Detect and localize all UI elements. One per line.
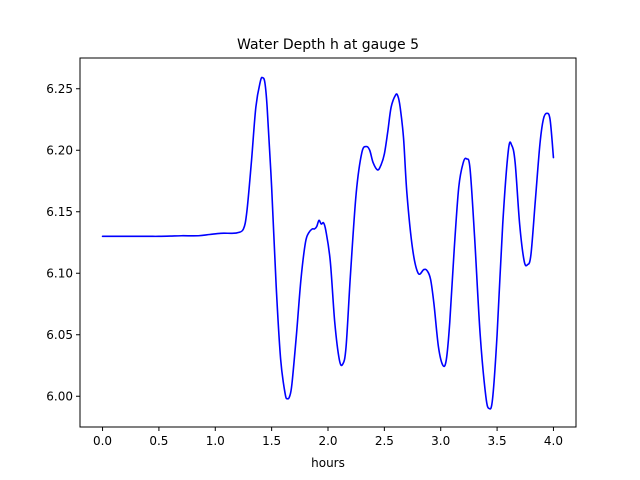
x-axis-label: hours <box>311 456 345 470</box>
y-tick-label: 6.20 <box>46 143 73 157</box>
y-tick-label: 6.00 <box>46 389 73 403</box>
chart-title: Water Depth h at gauge 5 <box>237 37 419 53</box>
y-tick-label: 6.15 <box>46 205 73 219</box>
axes-frame <box>79 57 577 428</box>
x-tick-label: 1.0 <box>206 434 225 448</box>
x-tick-label: 3.5 <box>488 434 507 448</box>
y-tick-label: 6.10 <box>46 266 73 280</box>
x-tick-label: 3.0 <box>431 434 450 448</box>
x-tick-label: 2.0 <box>318 434 337 448</box>
y-axis: 6.00 6.05 6.10 6.15 6.20 6.25 <box>46 82 80 403</box>
plot-area <box>101 76 555 410</box>
x-tick-label: 4.0 <box>544 434 563 448</box>
x-tick-label: 1.5 <box>262 434 281 448</box>
x-tick-label: 0.0 <box>93 434 112 448</box>
y-tick-label: 6.05 <box>46 328 73 342</box>
y-tick-label: 6.25 <box>46 82 73 96</box>
x-tick-label: 0.5 <box>149 434 168 448</box>
x-tick-label: 2.5 <box>375 434 394 448</box>
series-line <box>101 76 555 410</box>
x-axis: 0.0 0.5 1.0 1.5 2.0 2.5 3.0 3.5 4.0 <box>93 427 563 448</box>
